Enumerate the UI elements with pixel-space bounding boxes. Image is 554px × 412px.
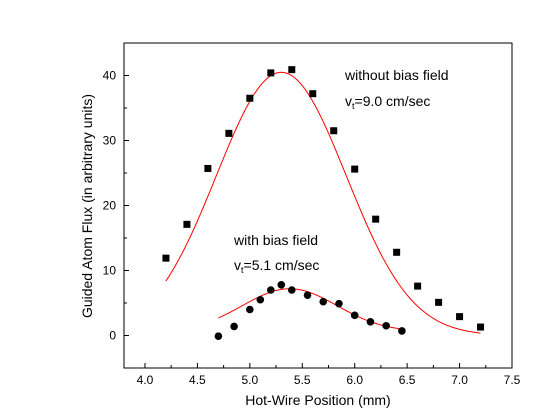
annotation-with-bias-sub: t [241, 265, 244, 275]
x-tick-label: 6.5 [399, 373, 416, 387]
data-point-square [393, 248, 401, 256]
y-tick-label: 10 [103, 264, 117, 278]
data-point-square [288, 66, 296, 74]
annotation-with-bias-v: v [234, 257, 241, 273]
y-tick-label: 20 [103, 199, 117, 213]
data-points [162, 66, 485, 340]
data-point-square [225, 129, 233, 137]
data-point-circle [287, 286, 296, 294]
data-point-square [309, 90, 317, 98]
data-point-circle [335, 299, 343, 308]
annotation-with-bias-line2: vt=5.1 cm/sec [234, 257, 319, 275]
data-point-square [162, 254, 170, 262]
data-point-square [267, 69, 275, 77]
y-tick-label: 40 [103, 69, 117, 83]
data-point-circle [350, 311, 359, 320]
data-point-square [351, 165, 359, 173]
x-tick-label: 5.5 [294, 373, 311, 387]
x-tick-label: 4.0 [137, 373, 154, 387]
data-point-circle [382, 321, 390, 330]
data-point-circle [303, 291, 312, 300]
y-axis-ticks: 0 10 20 30 40 [103, 42, 129, 343]
fit-curves [165, 71, 481, 334]
annotation-without-bias-rest: =9.0 cm/sec [355, 93, 431, 109]
annotation-with-bias-line1: with bias field [233, 232, 318, 248]
annotation-with-bias-rest: =5.1 cm/sec [244, 257, 320, 273]
data-point-square [477, 323, 485, 331]
x-axis-ticks: 4.0 4.5 5.0 5.5 6.0 6.5 7.0 7.5 [137, 363, 521, 387]
data-point-circle [214, 332, 223, 340]
x-axis-label: Hot-Wire Position (mm) [245, 392, 390, 408]
data-point-circle [267, 286, 275, 294]
data-point-circle [398, 327, 406, 335]
data-point-circle [246, 305, 254, 314]
annotation-without-bias-v: v [345, 93, 352, 109]
data-point-square [183, 220, 191, 228]
data-point-square [414, 282, 422, 290]
annotation-without-bias-line1: without bias field [344, 67, 449, 83]
x-tick-label: 5.0 [241, 373, 258, 387]
data-point-circle [277, 281, 286, 289]
x-tick-label: 7.0 [451, 373, 468, 387]
x-tick-label: 4.5 [189, 373, 206, 387]
annotation-without-bias-line2: vt=9.0 cm/sec [345, 93, 430, 111]
data-point-circle [319, 297, 328, 306]
data-point-square [456, 313, 464, 321]
data-point-square [330, 127, 338, 135]
x-tick-label: 7.5 [504, 373, 521, 387]
y-axis-label: Guided Atom Flux (in arbitrary units) [79, 94, 95, 318]
data-point-circle [366, 318, 375, 326]
annotation-without-bias-sub: t [352, 101, 355, 111]
x-tick-label: 6.0 [346, 373, 363, 387]
data-point-square [435, 298, 443, 306]
fit-curve-series-0 [165, 71, 481, 334]
data-point-circle [230, 322, 238, 331]
data-point-square [204, 164, 212, 172]
y-tick-label: 0 [109, 329, 116, 343]
plot-frame [123, 42, 513, 369]
y-tick-label: 30 [103, 134, 117, 148]
data-point-square [246, 94, 254, 102]
data-point-square [372, 215, 380, 223]
data-point-circle [256, 295, 265, 304]
